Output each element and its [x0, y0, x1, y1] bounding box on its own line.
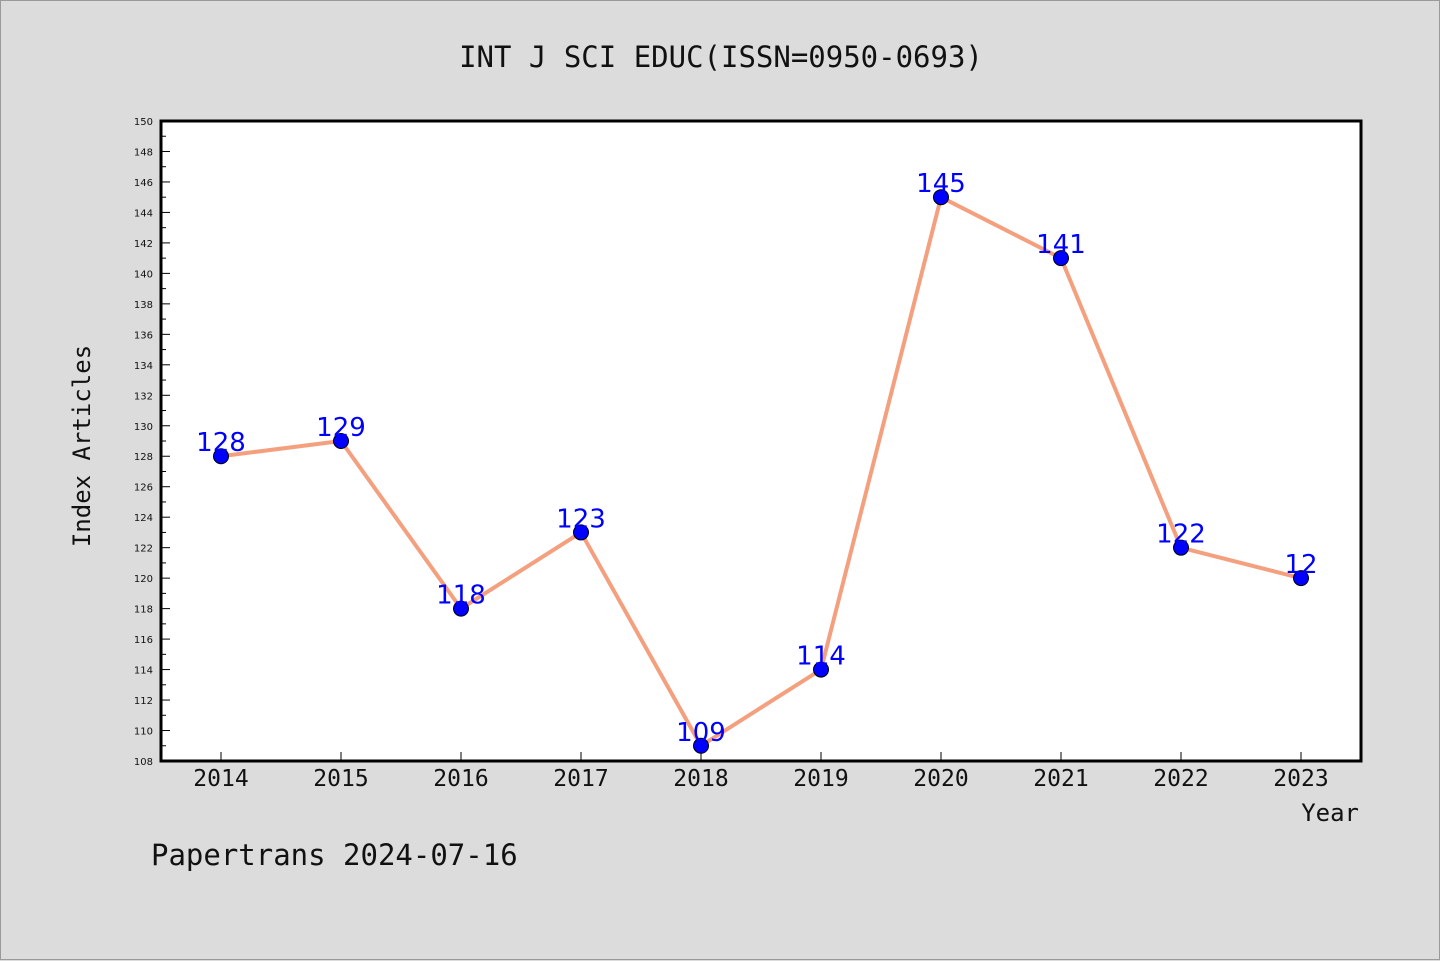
y-tick-label: 150: [134, 117, 153, 128]
data-label: 145: [916, 169, 966, 199]
data-label: 109: [676, 718, 726, 748]
y-tick-label: 120: [134, 574, 153, 585]
y-tick-label: 130: [134, 422, 153, 433]
x-tick-label: 2020: [913, 766, 968, 792]
y-tick-label: 122: [134, 544, 153, 555]
x-axis: 2014 2015 2016 2017 2018 2019 2020 2021 2022 2023: [193, 752, 1329, 792]
x-tick-label: 2017: [553, 766, 608, 792]
footer-date-stamp: Papertrans 2024-07-16: [151, 838, 518, 872]
y-tick-label: 126: [134, 483, 153, 494]
data-point: [573, 524, 589, 541]
x-tick-label: 2021: [1033, 766, 1088, 792]
data-label: 141: [1036, 230, 1086, 260]
y-tick-label: 110: [134, 727, 153, 738]
data-label: 128: [196, 428, 246, 458]
data-point: [1173, 539, 1189, 556]
y-tick-label: 116: [134, 635, 153, 646]
y-tick-label: 118: [134, 605, 153, 616]
x-tick-label: 2014: [193, 766, 248, 792]
y-tick-label: 144: [134, 208, 153, 219]
y-tick-label: 124: [134, 513, 153, 524]
data-point: [1293, 570, 1309, 587]
y-tick-label: 112: [134, 696, 153, 707]
data-label: 122: [1156, 520, 1206, 550]
data-point: [213, 448, 229, 465]
data-label: 129: [316, 413, 366, 443]
x-tick-label: 2019: [793, 766, 848, 792]
x-tick-label: 2023: [1273, 766, 1328, 792]
data-label: 123: [556, 504, 606, 534]
y-tick-label: 138: [134, 300, 153, 311]
data-label: 114: [796, 642, 846, 672]
data-point: [693, 737, 709, 754]
data-point: [1053, 250, 1069, 267]
series-layer: [213, 189, 1309, 754]
plot-area: [159, 119, 1363, 763]
data-point: [813, 661, 829, 678]
x-tick-label: 2015: [313, 766, 368, 792]
x-tick-label: 2018: [673, 766, 728, 792]
y-tick-label: 148: [134, 147, 153, 158]
y-tick-label: 142: [134, 239, 153, 250]
data-label: 12: [1284, 550, 1317, 580]
data-point: [333, 433, 349, 449]
x-tick-label: 2016: [433, 766, 488, 792]
series-line: [219, 195, 1303, 748]
y-tick-label: 108: [134, 757, 153, 768]
y-tick-label: 136: [134, 330, 153, 341]
y-tick-label: 132: [134, 391, 153, 402]
data-label: 118: [436, 581, 486, 611]
y-axis: 108 110 112 114 116 118 120 122 124 126 128 130 132 1…: [134, 117, 170, 768]
y-tick-label: 140: [134, 269, 153, 280]
x-tick-label: 2022: [1153, 766, 1208, 792]
y-tick-label: 134: [134, 361, 153, 372]
y-tick-label: 114: [134, 666, 153, 677]
x-axis-label: Year: [1301, 799, 1359, 827]
data-label-layer: 128 129 118 123 109 114 145 141 122 12: [196, 169, 1317, 748]
y-tick-label: 128: [134, 452, 153, 463]
y-tick-label: 146: [134, 178, 153, 189]
data-point: [453, 600, 469, 617]
chart-title: INT J SCI EDUC(ISSN=0950-0693): [459, 40, 983, 74]
y-axis-label: Index Articles: [68, 345, 96, 547]
data-point: [933, 189, 949, 206]
